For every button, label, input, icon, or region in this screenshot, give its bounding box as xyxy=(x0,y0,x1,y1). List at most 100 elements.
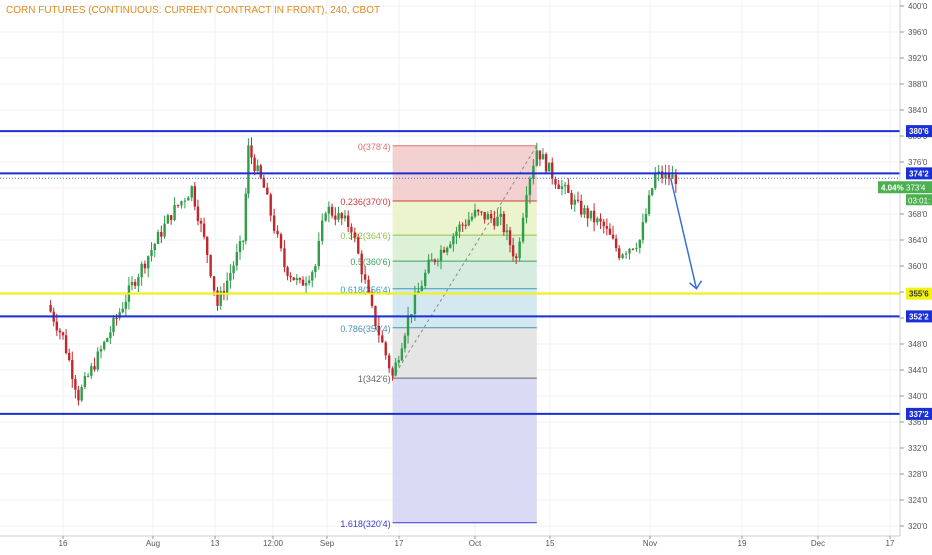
candle-body xyxy=(518,241,521,259)
candle-body xyxy=(83,376,87,388)
candle-body xyxy=(483,211,486,220)
candle-body xyxy=(608,228,612,235)
fib-level-label: 0.786(350'4) xyxy=(340,324,390,334)
level-tag xyxy=(906,125,932,138)
candle-body xyxy=(480,211,483,213)
candle-body xyxy=(473,209,477,217)
candle-body xyxy=(193,186,197,207)
candle-body xyxy=(420,286,423,291)
candle-body xyxy=(160,231,163,237)
y-tick-label: 344'0 xyxy=(908,366,928,375)
candle-body xyxy=(350,226,353,233)
candle-body xyxy=(86,375,90,377)
candle-body xyxy=(222,291,226,295)
candle-body xyxy=(621,254,624,259)
candle-body xyxy=(449,244,452,248)
y-tick-label: 348'0 xyxy=(908,340,928,349)
candle-body xyxy=(433,259,437,262)
candle-body xyxy=(436,260,440,262)
change-label: 4.04% xyxy=(881,183,904,192)
candle-body xyxy=(283,248,286,268)
candle-body xyxy=(77,389,80,401)
candle-body xyxy=(244,193,248,241)
candle-body xyxy=(657,171,660,174)
candle-body xyxy=(583,208,586,215)
candle-body xyxy=(298,278,302,280)
candle-body xyxy=(183,200,187,202)
candle-body xyxy=(121,308,124,313)
candle-body xyxy=(544,154,548,172)
candle-body xyxy=(196,206,200,222)
fib-level-label: 0.5(360'6) xyxy=(350,257,390,267)
fib-zone xyxy=(392,201,537,236)
y-tick-label: 336'0 xyxy=(908,418,928,427)
candle-body xyxy=(262,177,266,188)
candle-body xyxy=(671,174,674,179)
candle-body xyxy=(461,224,464,226)
level-tag-label: 337'2 xyxy=(909,410,929,419)
y-tick-label: 340'0 xyxy=(908,392,928,401)
candle-body xyxy=(137,277,140,286)
candle-body xyxy=(304,283,308,286)
candle-body xyxy=(654,173,657,189)
y-tick-label: 384'0 xyxy=(908,106,928,115)
candle-body xyxy=(521,217,525,242)
candle-body xyxy=(199,221,203,224)
candle-body xyxy=(353,232,357,238)
candle-body xyxy=(387,355,391,369)
candle-body xyxy=(602,221,605,227)
candle-body xyxy=(190,186,193,198)
candle-body xyxy=(49,305,52,312)
candle-body xyxy=(628,248,631,254)
candle-body xyxy=(413,293,417,315)
x-tick-label: Dec xyxy=(811,539,825,548)
candle-body xyxy=(547,162,551,172)
candle-body xyxy=(667,173,671,179)
candle-body xyxy=(64,335,68,353)
candle-body xyxy=(187,197,190,201)
candle-body xyxy=(357,237,360,254)
candle-body xyxy=(624,253,628,255)
candle-body xyxy=(614,238,618,249)
y-tick-label: 324'0 xyxy=(908,496,928,505)
candle-body xyxy=(206,236,209,256)
candle-body xyxy=(317,240,320,267)
candle-body xyxy=(176,204,180,206)
y-tick-label: 364'0 xyxy=(908,236,928,245)
countdown-badge xyxy=(906,194,932,206)
candle-body xyxy=(427,259,430,273)
candle-body xyxy=(560,186,564,189)
countdown-label: 03:01: xyxy=(908,196,930,205)
y-tick-label: 388'0 xyxy=(908,80,928,89)
candle-body xyxy=(259,165,262,178)
candle-body xyxy=(563,184,567,187)
candle-body xyxy=(605,226,609,229)
fib-level-label: 0.618(356'4) xyxy=(340,285,390,295)
candle-body xyxy=(202,223,206,237)
candle-body xyxy=(346,215,350,227)
candle-body xyxy=(477,209,480,212)
candle-body xyxy=(535,150,538,166)
candle-body xyxy=(93,366,96,370)
candle-body xyxy=(109,332,112,339)
candle-body xyxy=(650,188,654,196)
candle-body xyxy=(455,231,458,237)
candle-body xyxy=(343,215,347,219)
fib-level-label: 0(378'4) xyxy=(358,142,391,152)
level-tag xyxy=(906,287,932,300)
candle-body xyxy=(470,216,474,220)
candle-body xyxy=(253,157,256,172)
candle-body xyxy=(166,215,170,224)
candle-body xyxy=(340,213,343,219)
y-tick-label: 320'0 xyxy=(908,522,928,531)
candle-body xyxy=(397,360,400,363)
candle-body xyxy=(180,201,183,206)
candle-body xyxy=(67,352,71,361)
candle-body xyxy=(367,279,370,293)
y-tick-label: 332'0 xyxy=(908,444,928,453)
candle-body xyxy=(247,145,250,194)
candle-body xyxy=(238,241,242,253)
candle-body xyxy=(618,248,621,259)
candle-body xyxy=(589,210,593,219)
candle-body xyxy=(337,213,340,220)
